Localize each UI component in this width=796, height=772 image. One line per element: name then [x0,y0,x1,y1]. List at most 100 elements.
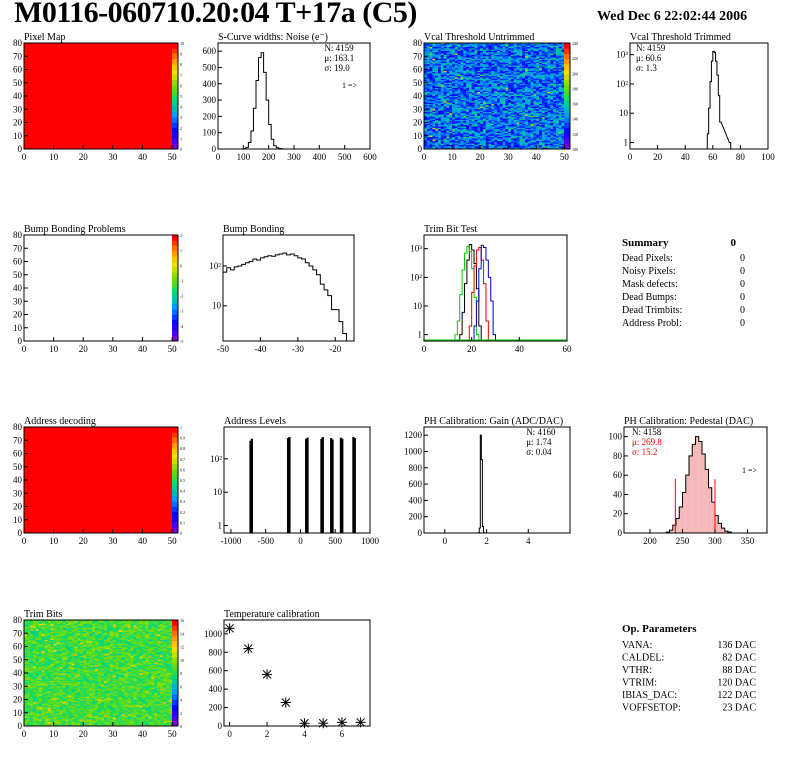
colorbar-tick-label: 0 [180,147,182,152]
heatmap-cell [468,77,473,80]
heatmap-cell [482,107,487,110]
x-tick-label: -1000 [220,536,241,546]
heatmap-cell [477,88,481,90]
heatmap-cell [438,130,442,133]
y-tick-label: 10 [213,487,223,497]
heatmap-cell [438,58,442,61]
heatmap-cell [454,50,458,53]
y-tick-label: 20 [13,118,23,128]
heatmap-cell [443,89,447,92]
heatmap-cell [491,84,495,86]
heatmap-cell [485,133,489,135]
heatmap-cell [502,77,506,80]
heatmap-cell [460,106,464,109]
heatmap-cell [474,56,478,58]
heatmap-cell [440,50,444,53]
heatmap-cell [477,53,481,56]
heatmap-cell [443,52,447,54]
heatmap-cell [488,76,492,78]
heatmap-cell [505,65,509,68]
heatmap-cell [485,46,489,49]
colorbar-tick-label: 240 [572,41,578,46]
heatmap-cell [454,127,458,130]
colorbar-tick-label: 1 [180,248,182,253]
stats-line: N: 4159 [636,43,666,53]
heatmap-cell [477,94,481,97]
heatmap-cell [497,88,501,90]
heatmap-cell [432,117,436,119]
heatmap-cell [502,53,506,56]
heatmap-cell [460,125,464,127]
heatmap-cell [468,72,473,74]
heatmap-cell [497,82,501,85]
heatmap-cell [494,89,498,92]
heatmap-cell [471,65,475,68]
heatmap-cell [491,134,495,137]
heatmap-cell [438,92,442,94]
heatmap-cell [440,93,444,95]
heatmap-cell [440,60,444,62]
heatmap-cell [452,61,456,64]
heatmap-cell [468,130,473,133]
heatmap-cell [440,135,444,138]
heatmap-cell [499,131,503,134]
y-tick-label: 10 [619,108,629,118]
heatmap-cell [454,110,458,113]
heatmap-cell [494,143,498,146]
heatmap-cell [449,96,453,98]
heatmap-cell [438,53,442,56]
heatmap-cell [454,101,458,103]
heatmap-cell [499,110,503,113]
heatmap-cell [494,66,498,69]
heatmap-cell [457,147,461,150]
heatmap-cell [432,58,436,61]
heatmap-cell [482,77,487,80]
colorbar-tick-label: 9 [180,52,182,57]
heatmap-cell [471,66,475,69]
heatmap-cell [471,138,475,141]
heatmap-cell [424,88,428,90]
heatmap-cell [432,129,436,131]
heatmap-cell [497,119,501,122]
heatmap-cell [480,111,484,114]
heatmap-cell [477,61,481,64]
heatmap-cell [424,114,428,117]
heatmap-cell [443,101,447,103]
colorbar-segment [172,517,178,523]
heatmap-cell [443,145,447,147]
heatmap-cell [497,49,501,52]
heatmap-cell [471,54,475,57]
heatmap-cell [454,80,458,82]
heatmap-cell [505,64,509,66]
heatmap-cell [499,80,503,82]
heatmap-cell [502,96,506,98]
stats-line: μ: 163.1 [324,53,354,63]
heatmap-cell [449,131,453,134]
heatmap-cell [482,102,487,105]
y-tick-label: 80 [13,422,23,432]
heatmap-cell [460,98,464,101]
heatmap-cell [424,69,428,72]
heatmap-cell [435,133,439,135]
heatmap-cell [502,69,506,72]
heatmap-cell [497,106,501,109]
heatmap-cell [488,64,492,66]
heatmap-cell [497,52,501,54]
heatmap-cell [438,43,442,45]
heatmap-cell [494,64,498,66]
heatmap-cell [424,48,428,50]
heatmap-cell [452,74,456,77]
heatmap-cell [471,130,475,133]
heatmap-cell [468,98,473,101]
heatmap-cell [463,146,467,148]
colorbar-segment [172,111,178,118]
heatmap-cell [466,44,470,46]
heatmap-cell [432,82,436,85]
heatmap-cell [432,143,436,146]
heatmap-cell [463,131,467,134]
heatmap-cell [466,66,470,69]
heatmap-cell [497,98,501,101]
heatmap-cell [429,117,433,119]
heatmap-cell [485,49,489,52]
